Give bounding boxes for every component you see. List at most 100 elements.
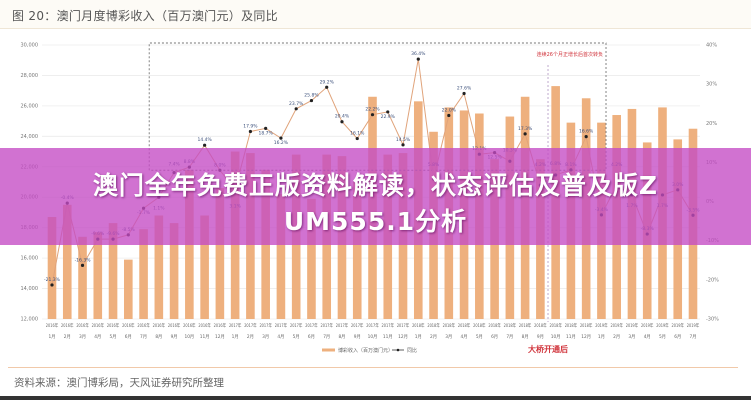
x-tick-month: 4月 [461, 334, 468, 340]
yoy-point [462, 91, 466, 96]
x-tick-year: 2017年 [397, 322, 410, 329]
x-tick-month: 7月 [323, 334, 330, 340]
x-tick-month: 3月 [262, 334, 269, 340]
x-tick-month: 2月 [430, 334, 437, 340]
x-tick-year: 2016年 [107, 322, 120, 329]
banner-text-line-1: 澳门全年免费正版资料解读，状态评估及普及版Z [92, 171, 659, 200]
yoy-data-label: 22.0% [442, 107, 457, 113]
footer-divider [8, 367, 738, 368]
x-tick-year: 2016年 [183, 322, 196, 329]
yoy-data-label: 14.4% [197, 137, 212, 143]
x-axis: 2016年 1月 2016年 2月 2016年 3月 2016年 4月 2016年 5月 2016年… [46, 322, 700, 340]
x-tick-year: 2018年 [534, 322, 547, 329]
banner-text-line-2: UM555.1分析 [283, 207, 468, 236]
x-tick-month: 9月 [171, 334, 178, 340]
yoy-data-label: 18.7% [259, 130, 274, 136]
x-tick-month: 6月 [125, 334, 132, 340]
x-tick-month: 4月 [644, 334, 651, 340]
x-tick-month: 8月 [338, 334, 345, 340]
x-tick-month: 3月 [628, 334, 635, 340]
yoy-point [401, 143, 405, 147]
x-tick-month: 12月 [215, 334, 225, 340]
x-tick-month: 10月 [184, 334, 194, 340]
yoy-data-label: -16.3% [75, 257, 92, 263]
x-tick-month: 10月 [551, 334, 561, 340]
yoy-data-label: 25.8% [304, 93, 319, 99]
yoy-point [309, 98, 314, 103]
x-tick-year: 2019年 [656, 322, 669, 329]
x-tick-month: 5月 [293, 334, 300, 340]
box-label: 连续26个月正增长后首次转负 [537, 51, 603, 58]
x-tick-year: 2017年 [290, 322, 303, 329]
yoy-point [279, 136, 283, 140]
x-tick-year: 2017年 [244, 322, 257, 329]
source-note: 资料来源：澳门博彩局，天风证券研究所整理 [14, 377, 224, 389]
x-tick-month: 11月 [200, 334, 210, 340]
x-tick-month: 2月 [64, 334, 71, 340]
yoy-point [386, 110, 390, 114]
legend-line-label: 同比 [407, 347, 417, 354]
left-tick-label: 24,000 [21, 134, 39, 140]
bottom-border [0, 396, 751, 400]
x-tick-month: 6月 [308, 334, 315, 340]
x-tick-year: 2017年 [229, 322, 242, 329]
bar [139, 229, 148, 319]
x-tick-year: 2016年 [137, 322, 150, 329]
yoy-data-label: 16.6% [579, 129, 594, 135]
right-tick-label: -30% [706, 317, 719, 323]
title-bar: 图 20：澳门月度博彩收入（百万澳门元）及同比 [0, 0, 751, 29]
left-tick-label: 12,000 [21, 317, 39, 323]
yoy-data-label: 23.7% [289, 101, 304, 107]
x-tick-year: 2018年 [565, 322, 578, 329]
yoy-data-label: 20.4% [335, 114, 350, 120]
x-tick-month: 8月 [522, 334, 529, 340]
x-tick-month: 5月 [110, 334, 117, 340]
x-tick-year: 2018年 [580, 322, 593, 329]
x-tick-year: 2017年 [382, 322, 395, 329]
bar [154, 215, 164, 319]
x-tick-year: 2018年 [473, 322, 486, 329]
x-tick-month: 4月 [277, 334, 284, 340]
x-tick-month: 8月 [155, 334, 162, 340]
divider-label: 大桥开通后 [528, 344, 568, 354]
bar [276, 194, 286, 319]
yoy-data-label: 16.2% [274, 140, 289, 146]
x-tick-month: 9月 [537, 334, 544, 340]
yoy-data-label: -21.3% [44, 277, 61, 283]
x-tick-year: 2016年 [61, 322, 74, 329]
chart-title: 图 20：澳门月度博彩收入（百万澳门元）及同比 [12, 9, 278, 23]
x-tick-year: 2017年 [275, 322, 288, 329]
x-tick-month: 6月 [674, 334, 681, 340]
x-tick-month: 3月 [79, 334, 86, 340]
right-tick-label: 20% [706, 121, 717, 127]
x-tick-year: 2018年 [519, 322, 532, 329]
x-tick-year: 2018年 [549, 322, 562, 329]
x-tick-year: 2016年 [122, 322, 135, 329]
x-tick-month: 12月 [398, 334, 408, 340]
left-tick-label: 26,000 [21, 103, 39, 109]
x-tick-month: 9月 [354, 334, 361, 340]
right-tick-label: -20% [706, 277, 719, 283]
left-tick-label: 14,000 [21, 286, 39, 292]
x-tick-month: 7月 [689, 334, 696, 340]
yoy-point [203, 143, 207, 147]
yoy-data-label: 17.3% [518, 126, 533, 132]
x-tick-year: 2018年 [504, 322, 517, 329]
bar [352, 182, 362, 319]
legend-line-marker [396, 348, 400, 352]
x-tick-month: 1月 [232, 334, 239, 340]
x-tick-year: 2017年 [366, 322, 379, 329]
bar [200, 215, 209, 319]
x-tick-year: 2019年 [672, 322, 685, 329]
x-tick-month: 6月 [491, 334, 498, 340]
yoy-data-label: 17.9% [243, 124, 258, 130]
right-tick-label: 30% [706, 82, 717, 88]
yoy-point [584, 134, 588, 139]
x-tick-year: 2017年 [351, 322, 364, 329]
x-tick-year: 2017年 [321, 322, 334, 329]
left-tick-label: 16,000 [21, 256, 39, 262]
x-tick-month: 1月 [415, 334, 422, 340]
yoy-point [80, 263, 85, 267]
left-tick-label: 28,000 [21, 73, 39, 79]
x-tick-month: 3月 [445, 334, 452, 340]
